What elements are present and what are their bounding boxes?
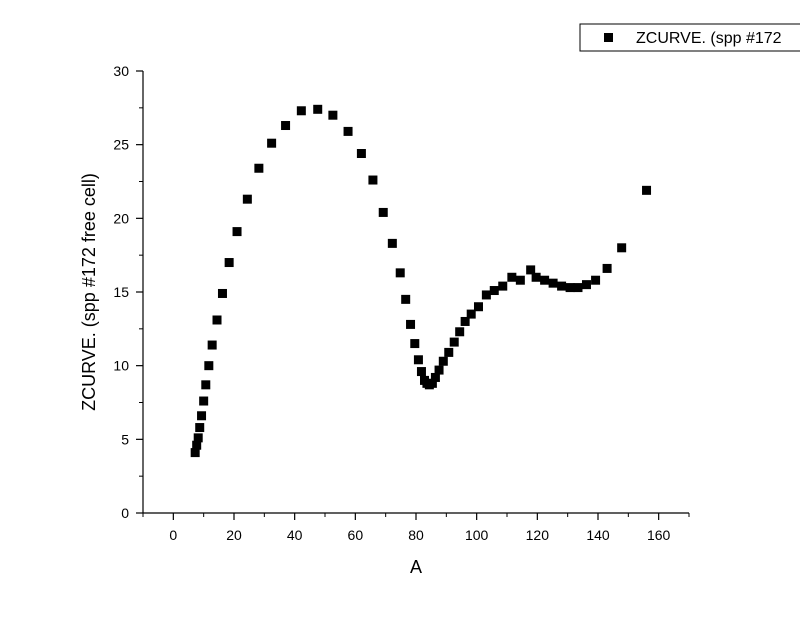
y-tick-label: 20 [113, 210, 129, 226]
data-point [473, 302, 483, 312]
data-point [573, 283, 583, 293]
data-point [460, 316, 470, 326]
data-point [190, 448, 200, 458]
y-tick-label: 0 [121, 505, 129, 521]
data-point [224, 258, 234, 268]
legend-label: ZCURVE. (spp #172 [636, 30, 782, 47]
data-point [242, 194, 252, 204]
data-point [267, 138, 277, 148]
x-tick-label: 140 [586, 527, 610, 543]
data-point [254, 163, 264, 173]
data-point [449, 337, 459, 347]
y-tick-label: 10 [113, 358, 129, 374]
data-points [190, 104, 652, 458]
data-point [296, 106, 306, 116]
data-point [368, 175, 378, 185]
data-point [193, 433, 203, 443]
data-point [565, 283, 575, 293]
data-point [401, 294, 411, 304]
data-point [343, 126, 353, 136]
data-point [642, 185, 652, 195]
data-point [378, 207, 388, 217]
data-point [204, 361, 214, 371]
data-point [489, 286, 499, 296]
data-point [557, 281, 567, 291]
x-tick-label: 20 [226, 527, 242, 543]
data-point [281, 121, 291, 131]
y-axis-ticks: 0 5 10 15 20 25 30 [113, 63, 143, 521]
y-tick-label: 5 [121, 431, 129, 447]
y-tick-label: 30 [113, 63, 129, 79]
data-point [406, 319, 416, 329]
data-point [455, 327, 465, 337]
data-point [430, 372, 440, 382]
data-point [434, 365, 444, 375]
data-point [617, 243, 627, 253]
data-point [444, 347, 454, 357]
data-point [540, 275, 550, 285]
data-point [207, 340, 217, 350]
data-point [410, 339, 420, 349]
data-point [438, 356, 448, 366]
data-point [416, 367, 426, 377]
data-point [548, 278, 558, 288]
data-point [232, 227, 242, 237]
data-point [602, 263, 612, 273]
data-point [387, 238, 397, 248]
data-point [507, 272, 517, 282]
data-point [581, 280, 591, 290]
legend-marker [604, 33, 613, 42]
data-point [212, 315, 222, 325]
x-tick-label: 40 [287, 527, 303, 543]
data-point [395, 268, 405, 278]
legend: ZCURVE. (spp #172 [579, 23, 800, 52]
x-tick-label: 100 [465, 527, 489, 543]
data-point [466, 309, 476, 319]
legend-box [579, 23, 800, 52]
data-point [195, 423, 205, 433]
data-point [531, 272, 541, 282]
x-axis-title: A [410, 557, 422, 577]
data-point [427, 378, 437, 388]
data-point [515, 275, 525, 285]
x-tick-label: 0 [169, 527, 177, 543]
data-point [217, 288, 227, 298]
data-point [328, 110, 338, 120]
data-point [201, 380, 211, 390]
x-tick-label: 160 [647, 527, 671, 543]
y-axis-title: ZCURVE. (spp #172 free cell) [79, 173, 99, 411]
data-point [526, 265, 536, 275]
data-point [591, 275, 601, 285]
x-tick-label: 60 [348, 527, 364, 543]
x-tick-label: 120 [526, 527, 550, 543]
data-point [481, 290, 491, 300]
y-tick-label: 25 [113, 137, 129, 153]
data-point [356, 149, 366, 159]
data-point [313, 104, 323, 114]
x-axis-ticks: 0 20 40 60 80 100 120 140 160 [142, 513, 690, 543]
data-point [199, 396, 209, 406]
data-point [498, 281, 508, 291]
data-point [192, 440, 202, 450]
data-point [413, 355, 423, 365]
x-tick-label: 80 [408, 527, 424, 543]
y-tick-label: 15 [113, 284, 129, 300]
data-point [197, 411, 207, 421]
